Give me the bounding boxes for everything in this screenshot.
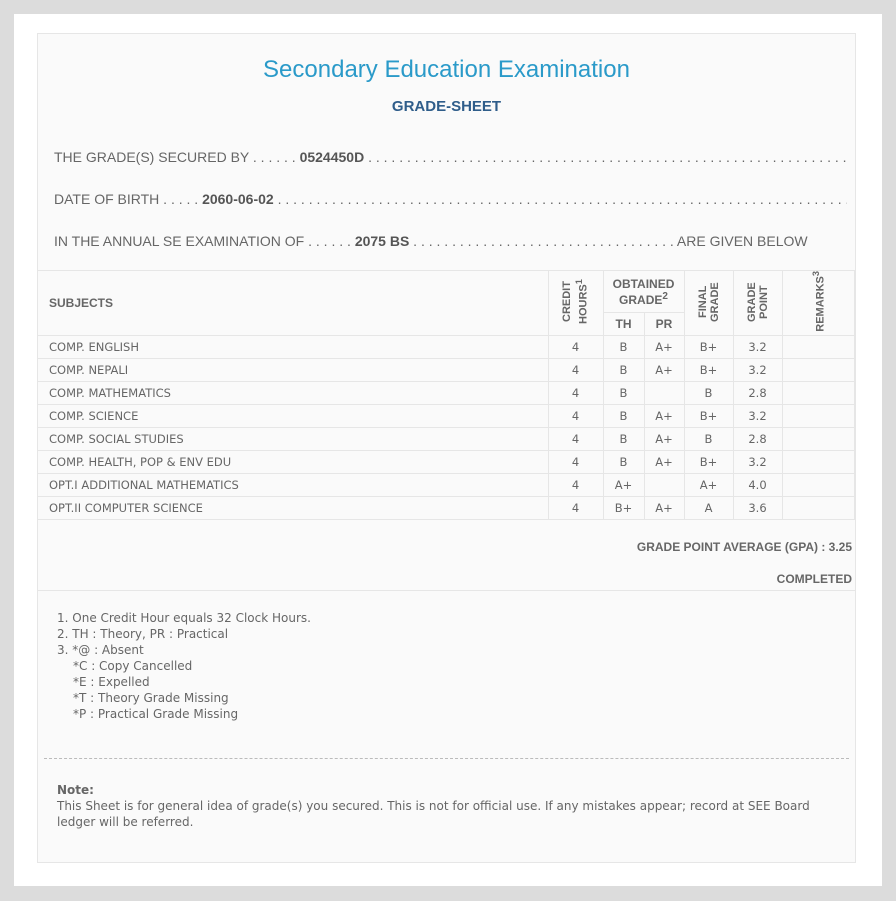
cell-subject: COMP. SOCIAL STUDIES xyxy=(38,427,549,451)
cell-credit: 4 xyxy=(547,427,604,451)
header-obtained: OBTAINED GRADE2 xyxy=(602,270,685,313)
cell-gp: 2.8 xyxy=(732,427,783,451)
cell-final: A+ xyxy=(683,473,734,497)
cell-gp: 3.2 xyxy=(732,358,783,382)
header-remarks: REMARKS3 xyxy=(781,270,855,336)
table-row: COMP. MATHEMATICS 4 B B 2.8 xyxy=(38,381,855,405)
cell-subject: COMP. MATHEMATICS xyxy=(38,381,549,405)
cell-pr: A+ xyxy=(643,496,685,520)
cell-remarks xyxy=(781,496,855,520)
cell-credit: 4 xyxy=(547,496,604,520)
header-credit: CREDIT HOURS1 xyxy=(547,270,604,336)
cell-pr xyxy=(643,473,685,497)
cell-final: B+ xyxy=(683,404,734,428)
cell-th: B xyxy=(602,381,645,405)
note: Note: This Sheet is for general idea of … xyxy=(57,782,835,830)
cell-gp: 3.2 xyxy=(732,450,783,474)
note-text: This Sheet is for general idea of grade(… xyxy=(57,799,810,829)
exam-year: 2075 BS xyxy=(354,233,410,249)
header-subjects: SUBJECTS xyxy=(38,270,549,336)
exam-line: IN THE ANNUAL SE EXAMINATION OF . . . . … xyxy=(54,233,808,249)
divider xyxy=(38,590,855,591)
cell-th: B xyxy=(602,427,645,451)
cell-credit: 4 xyxy=(547,404,604,428)
table-row: COMP. NEPALI 4 B A+ B+ 3.2 xyxy=(38,358,855,382)
cell-credit: 4 xyxy=(547,335,604,359)
table-row: COMP. ENGLISH 4 B A+ B+ 3.2 xyxy=(38,335,855,359)
cell-gp: 4.0 xyxy=(732,473,783,497)
cell-pr: A+ xyxy=(643,358,685,382)
cell-remarks xyxy=(781,381,855,405)
cell-final: B+ xyxy=(683,450,734,474)
table-row: COMP. HEALTH, POP & ENV EDU 4 B A+ B+ 3.2 xyxy=(38,450,855,474)
cell-credit: 4 xyxy=(547,358,604,382)
gpa: GRADE POINT AVERAGE (GPA) : 3.25 xyxy=(636,540,852,554)
header-final: FINAL GRADE xyxy=(683,270,734,336)
cell-th: B xyxy=(602,358,645,382)
cell-pr: A+ xyxy=(643,335,685,359)
symbol-number: 0524450D xyxy=(299,149,365,165)
note-title: Note: xyxy=(57,783,94,797)
footnote: *E : Expelled xyxy=(73,675,150,689)
dob-line: DATE OF BIRTH . . . . . 2060-06-02 . . .… xyxy=(54,191,847,207)
grades-table: SUBJECTS CREDIT HOURS1 OBTAINED GRADE2 F… xyxy=(38,270,855,520)
cell-subject: COMP. NEPALI xyxy=(38,358,549,382)
result-status: COMPLETED xyxy=(776,572,852,586)
footnotes: 1. One Credit Hour equals 32 Clock Hours… xyxy=(57,610,311,722)
cell-final: A xyxy=(683,496,734,520)
header-pr: PR xyxy=(643,312,685,336)
table-row: COMP. SOCIAL STUDIES 4 B A+ B 2.8 xyxy=(38,427,855,451)
footnote: 1. One Credit Hour equals 32 Clock Hours… xyxy=(57,611,311,625)
cell-remarks xyxy=(781,358,855,382)
page-subtitle: GRADE-SHEET xyxy=(391,98,502,115)
cell-credit: 4 xyxy=(547,473,604,497)
secured-by-line: THE GRADE(S) SECURED BY . . . . . . 0524… xyxy=(54,149,847,165)
footnote: 2. TH : Theory, PR : Practical xyxy=(57,627,229,641)
header-gp: GRADE POINT xyxy=(732,270,783,336)
cell-pr: A+ xyxy=(643,404,685,428)
cell-th: B xyxy=(602,450,645,474)
cell-remarks xyxy=(781,473,855,497)
cell-subject: COMP. ENGLISH xyxy=(38,335,549,359)
cell-remarks xyxy=(781,335,855,359)
cell-remarks xyxy=(781,404,855,428)
cell-th: B+ xyxy=(602,496,645,520)
cell-pr xyxy=(643,381,685,405)
cell-pr: A+ xyxy=(643,450,685,474)
cell-credit: 4 xyxy=(547,381,604,405)
cell-gp: 2.8 xyxy=(732,381,783,405)
cell-th: B xyxy=(602,335,645,359)
cell-subject: COMP. HEALTH, POP & ENV EDU xyxy=(38,450,549,474)
footnote: *P : Practical Grade Missing xyxy=(73,707,239,721)
footnote: *C : Copy Cancelled xyxy=(73,659,193,673)
cell-remarks xyxy=(781,427,855,451)
dashed-divider xyxy=(44,758,849,759)
page-title: Secondary Education Examination xyxy=(263,56,630,83)
cell-final: B+ xyxy=(683,358,734,382)
cell-final: B+ xyxy=(683,335,734,359)
cell-final: B xyxy=(683,381,734,405)
cell-th: B xyxy=(602,404,645,428)
table-row: OPT.II COMPUTER SCIENCE 4 B+ A+ A 3.6 xyxy=(38,496,855,520)
cell-gp: 3.6 xyxy=(732,496,783,520)
cell-subject: OPT.II COMPUTER SCIENCE xyxy=(38,496,549,520)
grade-sheet-panel: Secondary Education Examination GRADE-SH… xyxy=(37,33,856,863)
header-th: TH xyxy=(603,312,645,336)
cell-gp: 3.2 xyxy=(732,335,783,359)
cell-subject: COMP. SCIENCE xyxy=(38,404,549,428)
table-row: OPT.I ADDITIONAL MATHEMATICS 4 A+ A+ 4.0 xyxy=(38,473,855,497)
cell-subject: OPT.I ADDITIONAL MATHEMATICS xyxy=(38,473,549,497)
footnote: 3. *@ : Absent xyxy=(57,643,144,657)
cell-pr: A+ xyxy=(643,427,685,451)
cell-th: A+ xyxy=(602,473,645,497)
cell-credit: 4 xyxy=(547,450,604,474)
date-of-birth: 2060-06-02 xyxy=(202,191,274,207)
cell-remarks xyxy=(781,450,855,474)
footnote: *T : Theory Grade Missing xyxy=(73,691,229,705)
cell-gp: 3.2 xyxy=(732,404,783,428)
table-row: COMP. SCIENCE 4 B A+ B+ 3.2 xyxy=(38,404,855,428)
cell-final: B xyxy=(683,427,734,451)
